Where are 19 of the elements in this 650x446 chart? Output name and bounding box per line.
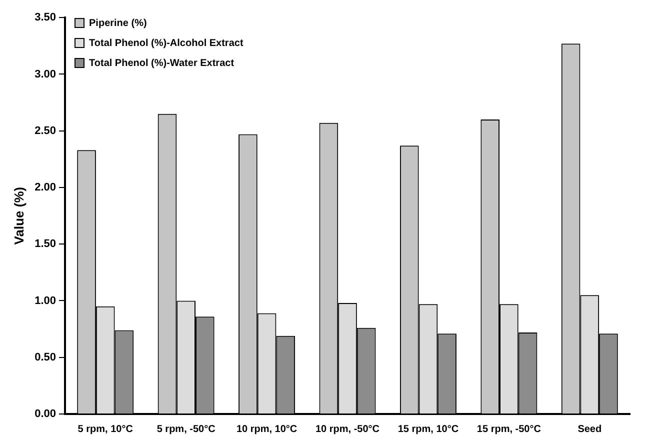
x-tick-label: 15 rpm, 10°C: [398, 424, 459, 435]
y-axis-title: Value (%): [11, 186, 26, 245]
x-tick-label: 5 rpm, 10°C: [78, 424, 133, 435]
y-tick-label: 3.50: [34, 12, 56, 24]
y-tick-label: 3.00: [34, 68, 56, 80]
x-tick-label: 10 rpm, 10°C: [236, 424, 298, 435]
y-tick-label: 2.00: [34, 182, 56, 194]
y-tick-label: 0.50: [34, 351, 56, 364]
legend-label: Total Phenol (%)-Water Extract: [89, 58, 235, 69]
x-tick-label: Seed: [578, 424, 602, 435]
y-tick-label: 2.50: [34, 124, 56, 137]
x-tick-label: 10 rpm, -50°C: [315, 424, 380, 435]
legend-label: Total Phenol (%)-Alcohol Extract: [89, 38, 244, 49]
x-tick-label: 5 rpm, -50°C: [156, 424, 216, 435]
y-tick-label: 0.00: [34, 408, 56, 420]
x-tick-label: 15 rpm, -50°C: [476, 424, 541, 435]
legend-label: Piperine (%): [89, 18, 147, 29]
y-tick-label: 1.50: [34, 238, 56, 250]
y-tick-label: 1.00: [34, 294, 56, 307]
